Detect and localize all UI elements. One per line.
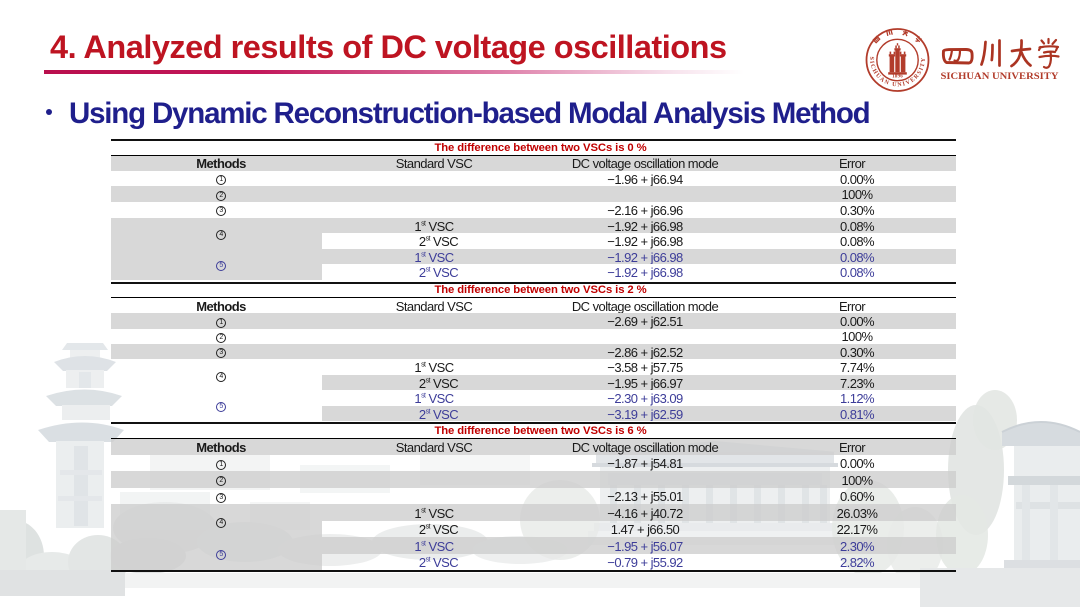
- svg-text:1896: 1896: [892, 75, 903, 80]
- svg-text:SICHUAN UNIVERSITY: SICHUAN UNIVERSITY: [941, 71, 1059, 82]
